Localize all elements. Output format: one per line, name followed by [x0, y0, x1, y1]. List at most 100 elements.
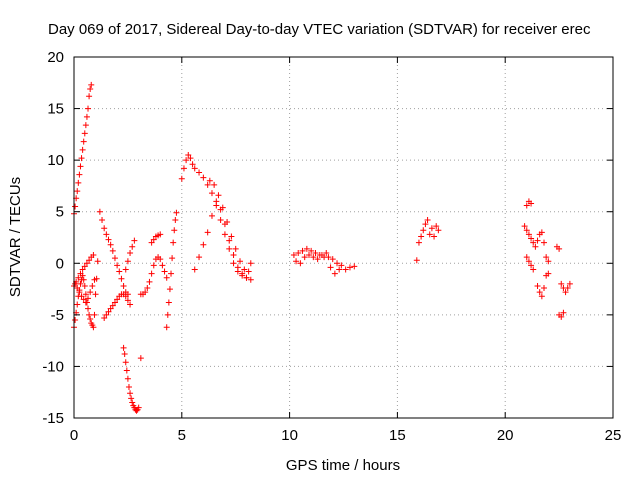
data-point: [239, 270, 246, 277]
data-point: [127, 390, 134, 397]
data-point: [116, 268, 123, 275]
data-point: [196, 254, 203, 261]
data-point: [185, 151, 192, 158]
data-point: [79, 266, 86, 273]
y-axis-label: SDTVAR / TECUs: [7, 177, 24, 297]
data-point: [318, 252, 325, 259]
series-blob-21h: [521, 223, 552, 277]
series-blob-16h: [413, 216, 442, 264]
data-point: [135, 404, 142, 411]
series-arc-3h-b: [148, 231, 164, 246]
data-point: [109, 302, 116, 309]
data-point: [564, 285, 571, 292]
data-point: [528, 262, 535, 269]
data-point: [77, 163, 84, 170]
data-point: [128, 395, 135, 402]
data-point: [521, 223, 528, 230]
data-point: [159, 262, 166, 269]
data-point: [428, 225, 435, 232]
data-point: [92, 291, 99, 298]
data-point: [290, 252, 297, 259]
data-point: [422, 221, 429, 228]
data-point: [86, 257, 93, 264]
data-point: [189, 161, 196, 168]
data-point: [323, 249, 330, 256]
data-point: [191, 266, 198, 273]
data-point: [75, 179, 82, 186]
data-point: [146, 278, 153, 285]
data-point: [161, 268, 168, 275]
data-point: [105, 308, 112, 315]
data-point: [76, 289, 83, 296]
data-point: [120, 344, 127, 351]
data-point: [558, 280, 565, 287]
series-cluster-0c: [72, 276, 98, 306]
y-tick-label: 0: [56, 255, 64, 272]
x-tick-label: 0: [70, 427, 78, 444]
data-point: [351, 263, 358, 270]
data-point: [107, 305, 114, 312]
series-arc-3h: [137, 254, 170, 298]
data-point: [78, 155, 85, 162]
data-point: [224, 219, 231, 226]
data-point: [247, 260, 254, 267]
y-tick-label: 5: [56, 204, 64, 221]
data-point: [85, 105, 92, 112]
series-blob-21h-c: [523, 254, 552, 300]
series-mid-1h-b: [101, 291, 134, 321]
data-point: [213, 198, 220, 205]
x-tick-labels: 0 5 10 15 20 25: [70, 427, 622, 444]
data-point: [89, 282, 96, 289]
data-point: [543, 254, 550, 261]
data-point: [124, 375, 131, 382]
data-point: [200, 174, 207, 181]
data-point: [148, 239, 155, 246]
series-cluster-0: [71, 258, 101, 331]
data-point: [120, 282, 127, 289]
data-point: [208, 190, 215, 197]
data-point: [299, 247, 306, 254]
data-point: [121, 351, 128, 358]
data-point: [538, 293, 545, 300]
data-point: [86, 311, 93, 318]
data-point: [111, 255, 118, 262]
grid: [74, 57, 613, 418]
data-point: [308, 247, 315, 254]
data-point: [424, 216, 431, 223]
x-tick-label: 25: [605, 427, 622, 444]
data-point: [331, 270, 338, 277]
data-point: [163, 324, 170, 331]
data-point: [87, 289, 94, 296]
data-point: [221, 231, 228, 238]
y-tick-label: -10: [42, 358, 64, 375]
data-point: [87, 315, 94, 322]
data-point: [295, 249, 302, 256]
data-point: [127, 301, 134, 308]
data-point: [150, 236, 157, 243]
data-point: [122, 266, 129, 273]
data-point: [556, 245, 563, 252]
data-point: [83, 260, 90, 267]
data-point: [165, 299, 172, 306]
data-point: [243, 274, 250, 281]
data-point: [312, 249, 319, 256]
data-point: [226, 245, 233, 252]
data-point: [413, 257, 420, 264]
data-point: [80, 276, 87, 283]
data-point: [336, 266, 343, 273]
data-point: [215, 192, 222, 199]
data-point: [418, 233, 425, 240]
data-point: [230, 252, 237, 259]
data-point: [530, 266, 537, 273]
y-tick-label: -15: [42, 410, 64, 427]
data-point: [86, 93, 93, 100]
series-blob-22h: [553, 243, 573, 320]
data-point: [72, 317, 79, 324]
data-point: [558, 313, 565, 320]
data-point: [131, 237, 138, 244]
x-tick-label: 15: [389, 427, 406, 444]
data-point: [204, 181, 211, 188]
x-tick-label: 20: [497, 427, 514, 444]
data-point: [85, 295, 92, 302]
